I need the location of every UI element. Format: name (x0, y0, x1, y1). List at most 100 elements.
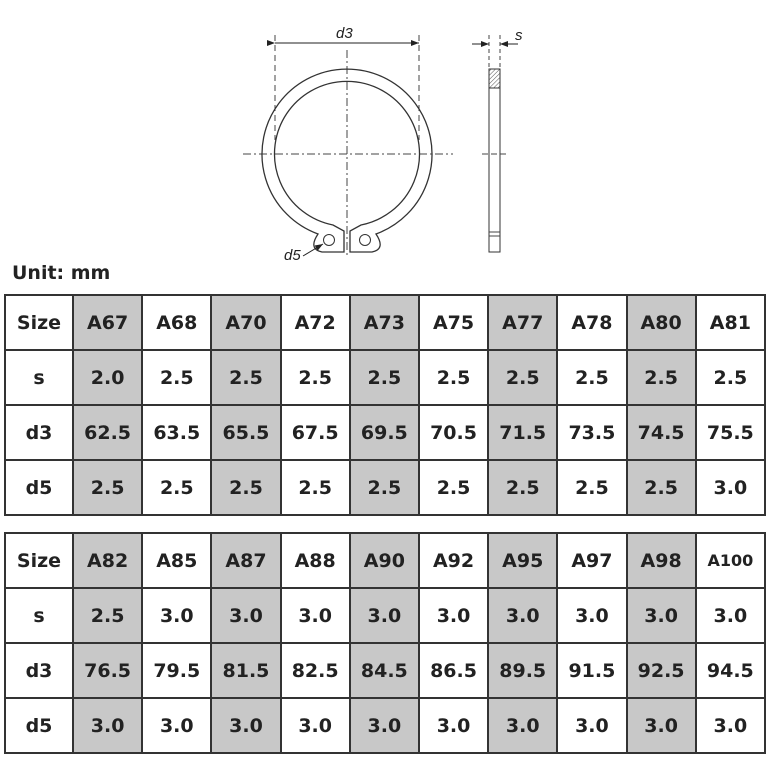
table-cell: 3.0 (417, 697, 490, 754)
table-cell: 84.5 (348, 642, 420, 699)
table-cell: 2.5 (210, 459, 282, 516)
table-cell: 2.5 (348, 349, 420, 406)
d5-hole-left (323, 234, 335, 246)
table-cell: A98 (625, 532, 697, 589)
table-row: d5 2.5 2.5 2.5 2.5 2.5 2.5 2.5 2.5 2.5 3.0 (4, 459, 767, 516)
table-cell: 63.5 (141, 404, 213, 461)
table-cell: 79.5 (141, 642, 213, 699)
row-header: s (4, 349, 74, 406)
table-cell: 3.0 (279, 697, 351, 754)
table-cell: 3.0 (625, 697, 697, 754)
table-row: s 2.0 2.5 2.5 2.5 2.5 2.5 2.5 2.5 2.5 2.5 (4, 349, 767, 406)
row-header: d3 (4, 404, 74, 461)
table-cell: 3.0 (210, 587, 282, 644)
table-cell: A92 (417, 532, 490, 589)
table-row: d5 3.0 3.0 3.0 3.0 3.0 3.0 3.0 3.0 3.0 3.0 (4, 697, 767, 754)
table-cell: 3.0 (625, 587, 697, 644)
table-cell: 67.5 (279, 404, 351, 461)
row-header: d3 (4, 642, 74, 699)
table-cell: 3.0 (556, 697, 628, 754)
table-cell: 2.5 (487, 459, 559, 516)
table-cell: 76.5 (71, 642, 144, 699)
table-cell: A97 (556, 532, 628, 589)
table-cell: A67 (71, 294, 144, 351)
table-cell: A82 (71, 532, 144, 589)
table-cell: 2.5 (141, 459, 213, 516)
table-cell: 2.5 (694, 349, 767, 406)
table-cell: 3.0 (210, 697, 282, 754)
table-cell: 3.0 (694, 459, 767, 516)
table-cell: A100 (694, 532, 767, 589)
d5-hole-right (359, 234, 371, 246)
table-cell: 3.0 (348, 587, 420, 644)
table-cell: 2.5 (487, 349, 559, 406)
table-cell: 82.5 (279, 642, 351, 699)
table-cell: 3.0 (141, 697, 213, 754)
table-cell: 74.5 (625, 404, 697, 461)
table-cell: 3.0 (348, 697, 420, 754)
s-label: s (515, 27, 523, 44)
table-cell: 91.5 (556, 642, 628, 699)
row-header: d5 (4, 459, 74, 516)
table-cell: A73 (348, 294, 420, 351)
circlip-drawing: d3 s d5 (243, 25, 523, 262)
table-cell: 2.5 (71, 459, 144, 516)
size-table-1: Size A67 A68 A70 A72 A73 A75 A77 A78 A80 A81 s 2.0 2.… (4, 294, 767, 516)
table-cell: 2.5 (141, 349, 213, 406)
table-cell: A87 (210, 532, 282, 589)
row-header: s (4, 587, 74, 644)
unit-label: Unit: mm (12, 262, 111, 284)
table-cell: 71.5 (487, 404, 559, 461)
table-cell: 2.5 (348, 459, 420, 516)
table-cell: 69.5 (348, 404, 420, 461)
row-header: Size (4, 294, 74, 351)
table-cell: 2.5 (279, 459, 351, 516)
table-cell: 2.0 (71, 349, 144, 406)
table-cell: 62.5 (71, 404, 144, 461)
table-row: d3 62.5 63.5 65.5 67.5 69.5 70.5 71.5 73.5 74.5 75… (4, 404, 767, 461)
table-cell: 2.5 (417, 349, 490, 406)
table-cell: 89.5 (487, 642, 559, 699)
table-cell: A70 (210, 294, 282, 351)
table-row: Size A82 A85 A87 A88 A90 A92 A95 A97 A98 A100 (4, 532, 767, 589)
table-cell: 3.0 (71, 697, 144, 754)
table-cell: 2.5 (625, 459, 697, 516)
table-cell: 70.5 (417, 404, 490, 461)
row-header: Size (4, 532, 74, 589)
table-cell: A72 (279, 294, 351, 351)
table-cell: A78 (556, 294, 628, 351)
table-cell: 94.5 (694, 642, 767, 699)
table-cell: 3.0 (487, 587, 559, 644)
circlip-front-view (261, 68, 433, 253)
table-cell: 86.5 (417, 642, 490, 699)
table-cell: 92.5 (625, 642, 697, 699)
table-cell: 2.5 (417, 459, 490, 516)
table-cell: A81 (694, 294, 767, 351)
circlip-side-view (488, 68, 501, 253)
table-cell: A95 (487, 532, 559, 589)
table-cell: A77 (487, 294, 559, 351)
table-cell: 2.5 (210, 349, 282, 406)
table-cell: 2.5 (279, 349, 351, 406)
table-row: Size A67 A68 A70 A72 A73 A75 A77 A78 A80 A81 (4, 294, 767, 351)
table-cell: 3.0 (141, 587, 213, 644)
d3-label: d3 (336, 25, 353, 42)
table-cell: A88 (279, 532, 351, 589)
table-cell: 3.0 (694, 587, 767, 644)
table-cell: 3.0 (487, 697, 559, 754)
table-cell: A85 (141, 532, 213, 589)
table-cell: 3.0 (417, 587, 490, 644)
table-cell: 75.5 (694, 404, 767, 461)
table-cell: 2.5 (71, 587, 144, 644)
table-cell: 3.0 (556, 587, 628, 644)
table-cell: 2.5 (556, 349, 628, 406)
table-cell: A90 (348, 532, 420, 589)
table-row: d3 76.5 79.5 81.5 82.5 84.5 86.5 89.5 91.5 92.5 94… (4, 642, 767, 699)
table-cell: 3.0 (279, 587, 351, 644)
table-cell: 2.5 (556, 459, 628, 516)
table-cell: A75 (417, 294, 490, 351)
table-cell: 65.5 (210, 404, 282, 461)
size-table-2: Size A82 A85 A87 A88 A90 A92 A95 A97 A98 A100 s 2.5 3… (4, 532, 767, 754)
d5-label: d5 (284, 247, 301, 262)
table-cell: 2.5 (625, 349, 697, 406)
